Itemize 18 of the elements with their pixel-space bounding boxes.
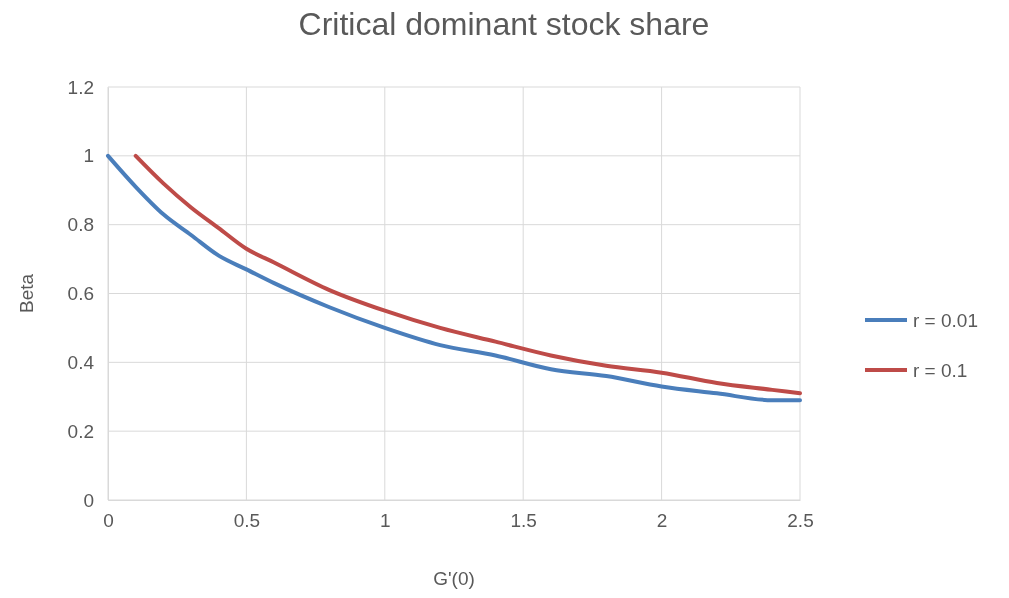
x-axis-title: G'(0) — [433, 568, 475, 589]
x-tick-label: 0.5 — [233, 510, 261, 532]
x-tick-label: 2.5 — [787, 510, 814, 532]
x-tick-label: 1.5 — [510, 510, 537, 532]
y-axis-title: Beta — [16, 273, 37, 314]
y-tick-label: 0.6 — [67, 283, 94, 305]
x-tick-label: 1 — [380, 510, 391, 532]
x-tick-label: 0 — [103, 510, 114, 532]
y-tick-label: 1.2 — [67, 76, 94, 98]
y-tick-label: 0.4 — [67, 351, 95, 373]
chart-title: Critical dominant stock share — [298, 6, 710, 42]
x-tick-label: 2 — [656, 510, 668, 532]
legend-label: r = 0.1 — [913, 360, 968, 381]
y-tick-label: 0.2 — [67, 420, 94, 442]
y-tick-label: 0.8 — [67, 214, 94, 236]
legend-label: r = 0.01 — [913, 310, 978, 331]
y-tick-label: 0 — [83, 489, 94, 511]
y-tick-label: 1 — [83, 145, 94, 167]
